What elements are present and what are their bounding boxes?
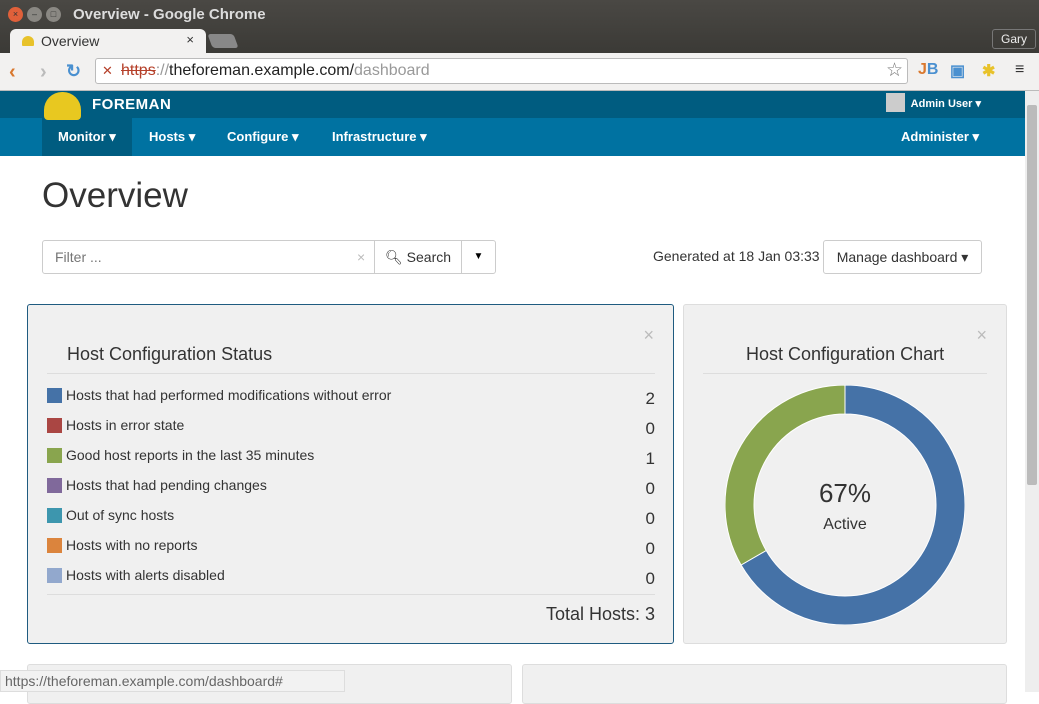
browser-toolbar: ‹ › ↻ ✕ https://theforeman.example.com/d… bbox=[0, 53, 1039, 91]
status-row[interactable]: Good host reports in the last 35 minutes… bbox=[47, 446, 655, 468]
insecure-lock-icon: ✕ bbox=[102, 63, 113, 78]
filter-input[interactable] bbox=[42, 240, 375, 274]
donut-slice[interactable] bbox=[725, 385, 846, 566]
row-value: 0 bbox=[645, 539, 655, 558]
legend-swatch bbox=[47, 418, 62, 433]
status-row[interactable]: Hosts with no reports 0 bbox=[47, 536, 655, 558]
legend-swatch bbox=[47, 448, 62, 463]
tab-label: Overview bbox=[41, 33, 100, 49]
row-label: Hosts that had pending changes bbox=[66, 477, 267, 493]
menu-configure[interactable]: Configure ▾ bbox=[227, 129, 299, 144]
legend-swatch bbox=[47, 478, 62, 493]
legend-swatch bbox=[47, 568, 62, 583]
menu-infrastructure[interactable]: Infrastructure ▾ bbox=[332, 129, 427, 144]
foreman-favicon bbox=[22, 36, 34, 46]
foreman-logo[interactable] bbox=[44, 92, 81, 120]
search-dropdown-button[interactable]: ▼ bbox=[461, 240, 496, 274]
row-label: Hosts that had performed modifications w… bbox=[66, 387, 392, 403]
back-icon[interactable]: ‹ bbox=[9, 61, 16, 83]
legend-swatch bbox=[47, 538, 62, 553]
host-config-status-widget: Host Configuration Status × Total Hosts:… bbox=[27, 304, 674, 644]
menu-icon[interactable]: ≡ bbox=[1015, 61, 1025, 78]
chart-center-value: 67% bbox=[818, 478, 872, 508]
search-icon: 🔍︎ bbox=[384, 249, 403, 265]
row-value: 0 bbox=[645, 569, 655, 588]
puzzle-extension-icon[interactable]: ✱ bbox=[982, 63, 996, 80]
minimize-window-button[interactable]: – bbox=[27, 7, 42, 22]
manage-dashboard-button[interactable]: Manage dashboard ▾ bbox=[823, 240, 982, 274]
scrollbar[interactable] bbox=[1025, 91, 1039, 692]
widget-title: Host Configuration Chart bbox=[746, 344, 945, 364]
new-tab-button[interactable] bbox=[207, 34, 239, 48]
url-sep: :// bbox=[155, 62, 170, 79]
window-title: Overview - Google Chrome bbox=[73, 6, 266, 23]
reload-icon[interactable]: ↻ bbox=[66, 61, 82, 81]
donut-chart bbox=[725, 385, 965, 625]
avatar bbox=[885, 93, 905, 112]
user-name: Admin User bbox=[910, 97, 973, 110]
menu-administer[interactable]: Administer ▾ bbox=[901, 129, 980, 144]
clear-filter-icon[interactable]: × bbox=[357, 249, 366, 265]
url-host: theforeman.example.com/ bbox=[169, 62, 355, 79]
legend-swatch bbox=[47, 508, 62, 523]
legend-swatch bbox=[47, 388, 62, 403]
row-label: Hosts in error state bbox=[66, 417, 185, 433]
status-row[interactable]: Hosts in error state 0 bbox=[47, 416, 655, 438]
url-path: dashboard bbox=[354, 62, 430, 79]
address-bar[interactable]: ✕ https://theforeman.example.com/dashboa… bbox=[95, 58, 908, 84]
chart-center-label: Active bbox=[823, 516, 867, 533]
brand[interactable]: FOREMAN bbox=[92, 96, 172, 113]
row-label: Hosts with no reports bbox=[66, 537, 198, 553]
status-row[interactable]: Hosts that had performed modifications w… bbox=[47, 386, 655, 408]
profile-button[interactable]: Gary bbox=[991, 29, 1036, 49]
row-value: 2 bbox=[645, 389, 655, 408]
row-label: Hosts with alerts disabled bbox=[66, 567, 225, 583]
main-menu: Monitor ▾ Hosts ▾ Configure ▾ Infrastruc… bbox=[0, 118, 1025, 156]
status-bar-url: https://theforeman.example.com/dashboard… bbox=[0, 670, 345, 692]
generated-at: Generated at 18 Jan 03:33 bbox=[653, 248, 820, 264]
menu-hosts[interactable]: Hosts ▾ bbox=[149, 129, 196, 144]
scrollbar-thumb[interactable] bbox=[1027, 105, 1037, 485]
extension-icon[interactable]: ▣ bbox=[950, 63, 966, 80]
donut-slice[interactable] bbox=[740, 385, 965, 625]
bookmark-star-icon[interactable]: ☆ bbox=[885, 60, 903, 81]
close-widget-icon[interactable]: × bbox=[976, 325, 987, 345]
tab-close-icon[interactable]: × bbox=[186, 32, 194, 47]
row-value: 0 bbox=[645, 509, 655, 528]
page-title: Overview bbox=[42, 176, 188, 215]
status-row[interactable]: Out of sync hosts 0 bbox=[47, 506, 655, 528]
row-value: 0 bbox=[645, 419, 655, 438]
maximize-window-button[interactable]: □ bbox=[46, 7, 61, 22]
close-window-button[interactable]: × bbox=[8, 7, 23, 22]
user-menu[interactable]: Admin User ▾ bbox=[885, 93, 981, 112]
menu-monitor[interactable]: Monitor ▾ bbox=[42, 118, 132, 156]
row-label: Out of sync hosts bbox=[66, 507, 175, 523]
row-label: Good host reports in the last 35 minutes bbox=[66, 447, 315, 463]
close-widget-icon[interactable]: × bbox=[643, 325, 654, 345]
search-button[interactable]: 🔍︎ Search bbox=[374, 240, 462, 274]
widget bbox=[522, 664, 1007, 704]
forward-icon[interactable]: › bbox=[40, 61, 47, 83]
row-value: 1 bbox=[645, 449, 655, 468]
jb-extension-icon[interactable]: JB bbox=[918, 61, 939, 78]
total-hosts: Total Hosts: 3 bbox=[545, 604, 655, 624]
browser-tab[interactable]: Overview × bbox=[10, 29, 206, 54]
window-titlebar: × – □ Overview - Google Chrome Overview … bbox=[0, 0, 1039, 54]
row-value: 0 bbox=[645, 479, 655, 498]
widget-title: Host Configuration Status bbox=[67, 344, 273, 364]
url-scheme: https bbox=[121, 62, 156, 79]
status-row[interactable]: Hosts with alerts disabled 0 bbox=[47, 566, 655, 588]
top-bar: FOREMAN Admin User ▾ bbox=[0, 91, 1025, 120]
status-row[interactable]: Hosts that had pending changes 0 bbox=[47, 476, 655, 498]
